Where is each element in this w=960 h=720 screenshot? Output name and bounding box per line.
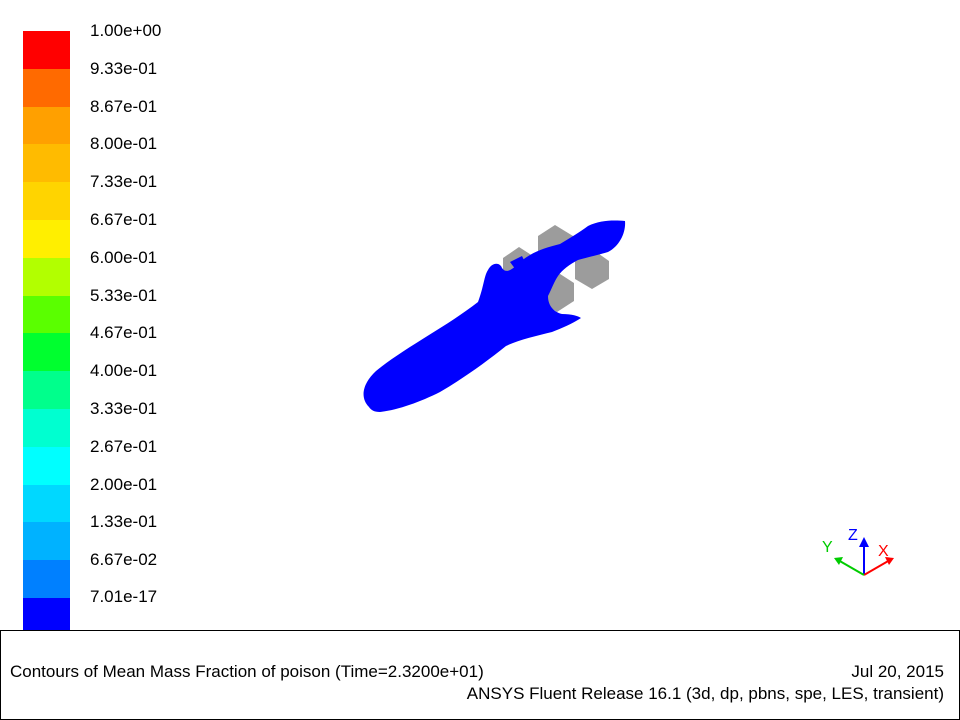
- colorbar-tick-label: 4.00e-01: [90, 361, 158, 381]
- colorbar-tick-label: 6.67e-01: [90, 210, 158, 229]
- colorbar-swatch: [23, 219, 70, 258]
- x-axis-label: X: [878, 543, 889, 560]
- colorbar-swatch: [23, 106, 70, 145]
- graphics-viewport[interactable]: 1.00e+00 9.33e-01 8.67e-01 8.00e-01 7.33e-01…: [0, 0, 960, 636]
- colorbar-tick-label: 2.00e-01: [90, 474, 158, 494]
- colorbar-tick-label: 2.67e-01: [90, 436, 158, 456]
- colorbar-swatch: [23, 522, 70, 561]
- axis-triad: X Y Z: [822, 527, 894, 576]
- colorbar-tick-label: 1.33e-01: [90, 512, 158, 532]
- colorbar-tick-label: 8.67e-01: [90, 96, 158, 116]
- colorbar-tick-label: 7.01e-17: [90, 587, 158, 606]
- colorbar-swatch: [23, 560, 70, 598]
- contour-scene[interactable]: [0, 0, 960, 630]
- colorbar-tick-label: 4.67e-01: [90, 323, 158, 343]
- colorbar-tick-label: 5.33e-01: [90, 285, 158, 305]
- hex-part-right: [575, 249, 609, 289]
- y-axis-label: Y: [822, 539, 833, 556]
- software-release: ANSYS Fluent Release 16.1 (3d, dp, pbns,…: [466, 684, 944, 703]
- colorbar-swatch: [23, 257, 70, 296]
- colorbar-swatch: [23, 333, 70, 372]
- colorbar-swatch: [23, 371, 70, 409]
- colorbar-swatch: [23, 408, 70, 447]
- y-axis-line: [837, 559, 865, 576]
- colorbar-tick-label: 6.67e-02: [90, 550, 158, 570]
- colorbar-swatch: [23, 31, 70, 69]
- x-axis-arrowhead: [885, 557, 894, 565]
- colorbar-swatch: [23, 182, 70, 220]
- colorbar-tick-label: 8.00e-01: [90, 134, 158, 154]
- colorbar-swatch: [23, 68, 70, 107]
- y-axis-arrowhead: [834, 557, 843, 565]
- colorbar-swatch: [23, 144, 70, 183]
- info-panel: Contours of Mean Mass Fraction of poison…: [0, 630, 960, 720]
- colorbar-tick-label: 1.00e+00: [90, 21, 162, 40]
- contour-body: [363, 220, 626, 412]
- x-axis-line: [863, 559, 891, 576]
- colorbar-tick-label: 6.00e-01: [90, 247, 158, 267]
- colorbar-tick-label: 9.33e-01: [90, 58, 158, 78]
- z-axis-label: Z: [848, 527, 858, 544]
- z-axis-arrowhead: [859, 537, 869, 547]
- colorbar-swatch: [23, 295, 70, 334]
- plot-title: Contours of Mean Mass Fraction of poison…: [10, 662, 484, 681]
- colorbar-swatch: [23, 484, 70, 523]
- colorbar-tick-label: 7.33e-01: [90, 172, 158, 192]
- colorbar-legend: [23, 31, 70, 636]
- plot-date: Jul 20, 2015: [851, 662, 944, 681]
- colorbar-swatch: [23, 597, 70, 636]
- colorbar-swatch: [23, 446, 70, 485]
- contour-body-notch: [510, 256, 526, 270]
- colorbar-tick-label: 3.33e-01: [90, 399, 158, 418]
